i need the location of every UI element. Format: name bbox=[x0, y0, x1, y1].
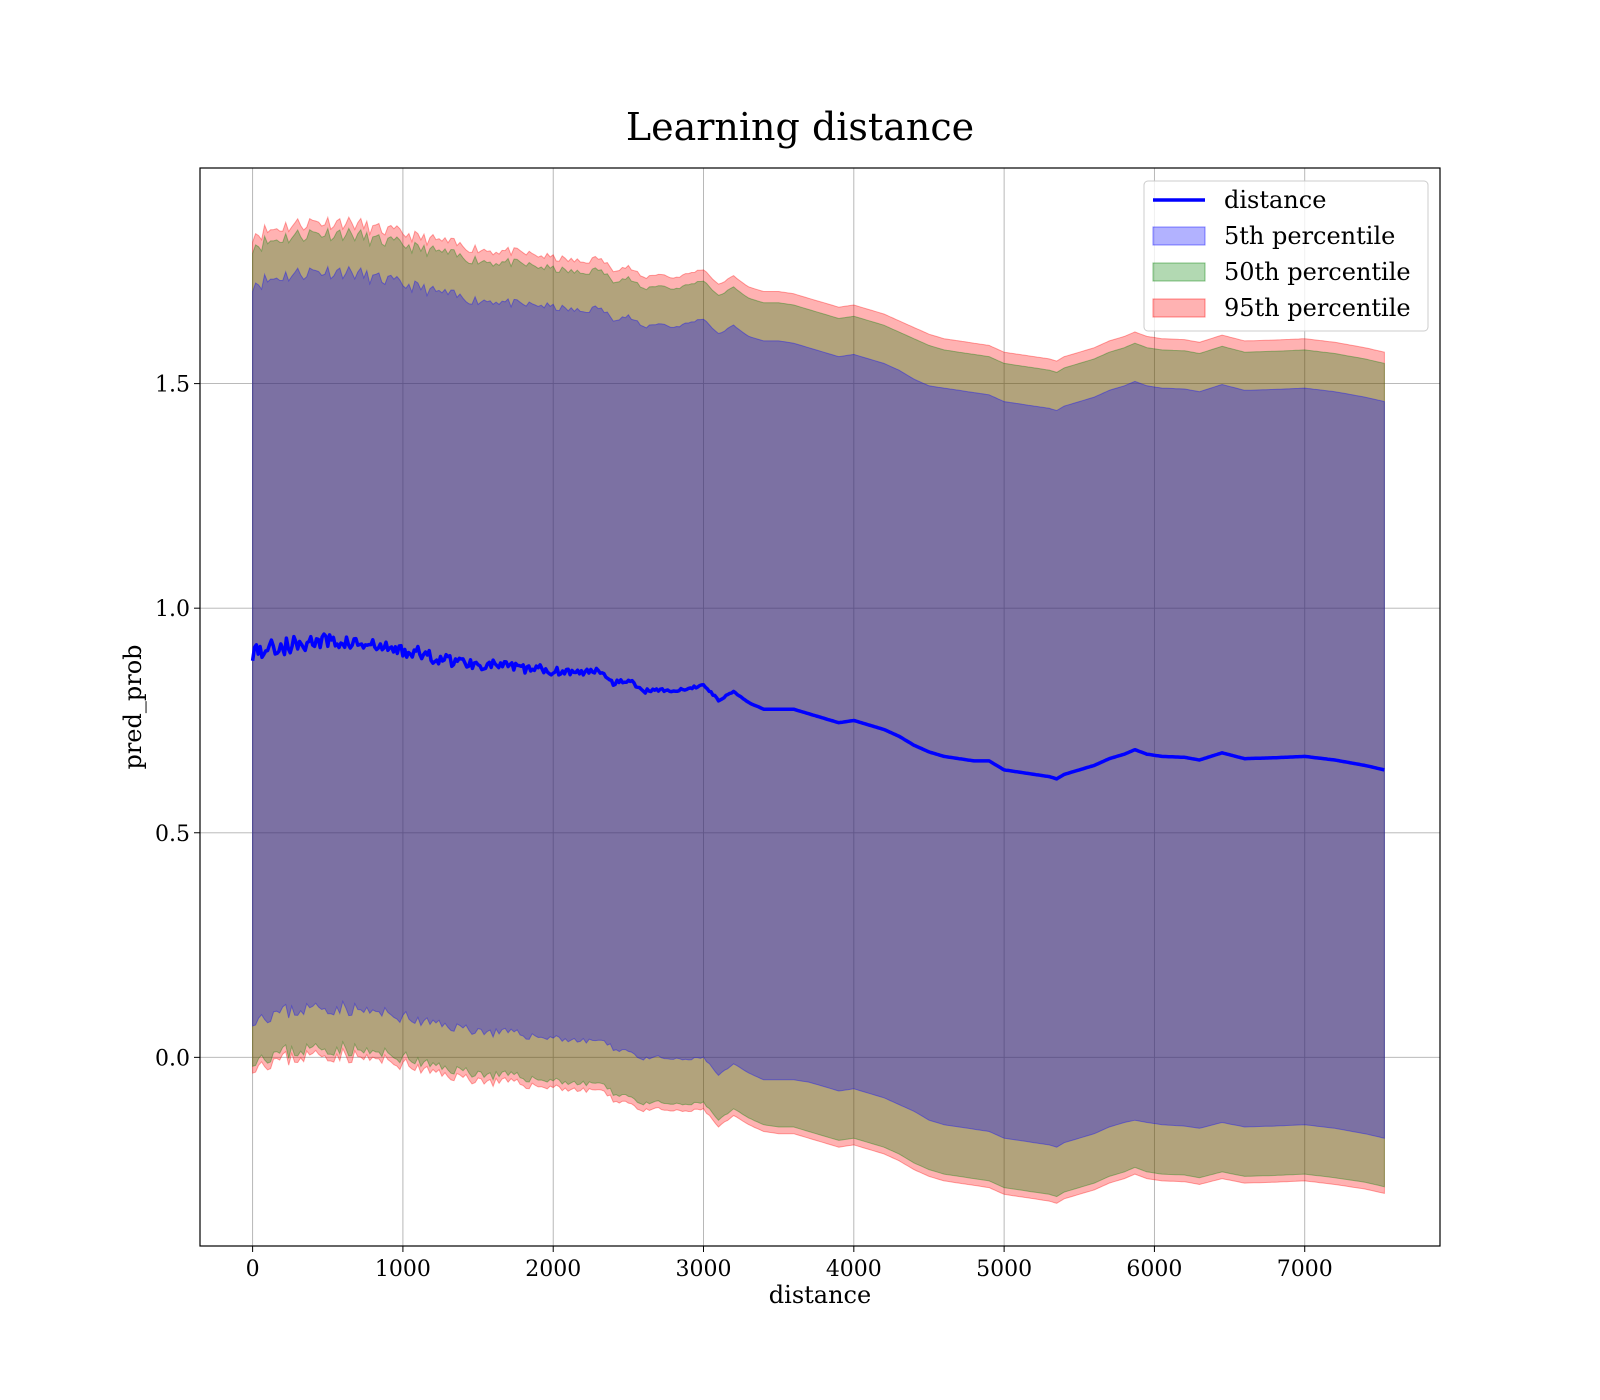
x-tick-label: 7000 bbox=[1277, 1257, 1333, 1282]
distance-line bbox=[250, 632, 1385, 781]
y-tick-label: 0.0 bbox=[155, 1046, 190, 1071]
x-tick-label: 5000 bbox=[976, 1257, 1032, 1282]
grid bbox=[200, 168, 1440, 1246]
legend-item-distance: distance bbox=[1224, 186, 1326, 214]
legend-swatch bbox=[1152, 262, 1206, 282]
y-axis-label: pred_prob bbox=[119, 644, 147, 769]
x-tick-label: 4000 bbox=[826, 1257, 882, 1282]
band-5th-percentile bbox=[252, 265, 1385, 1148]
x-tick-label: 1000 bbox=[375, 1257, 431, 1282]
legend-item-95th-percentile: 95th percentile bbox=[1224, 294, 1411, 322]
x-axis-label: distance bbox=[769, 1281, 871, 1309]
legend: distance 5th percentile 50th percentile 95t… bbox=[1143, 180, 1429, 332]
plot-frame bbox=[199, 167, 1441, 1247]
band-95th-percentile bbox=[252, 215, 1385, 1204]
legend-item-5th-percentile: 5th percentile bbox=[1224, 222, 1395, 250]
x-tick-label: 0 bbox=[246, 1257, 260, 1282]
legend-item-50th-percentile: 50th percentile bbox=[1224, 258, 1411, 286]
chart-title: Learning distance bbox=[626, 105, 974, 149]
distance-line-layer bbox=[250, 632, 1385, 781]
x-tick-label: 6000 bbox=[1126, 1257, 1182, 1282]
x-tick-label: 3000 bbox=[676, 1257, 732, 1282]
axis-ticks: 0 1000 2000 3000 4000 5000 6000 7000 0.0 0.5 1.0 1.… bbox=[155, 373, 1333, 1282]
x-tick-label: 2000 bbox=[525, 1257, 581, 1282]
y-tick-label: 1.5 bbox=[155, 373, 190, 398]
legend-frame bbox=[1143, 180, 1429, 332]
legend-swatch bbox=[1152, 226, 1206, 246]
y-tick-label: 1.0 bbox=[155, 597, 190, 622]
legend-swatch bbox=[1152, 298, 1206, 318]
percentile-bands bbox=[252, 215, 1385, 1204]
band-50th-percentile bbox=[252, 226, 1385, 1198]
y-tick-label: 0.5 bbox=[155, 822, 190, 847]
